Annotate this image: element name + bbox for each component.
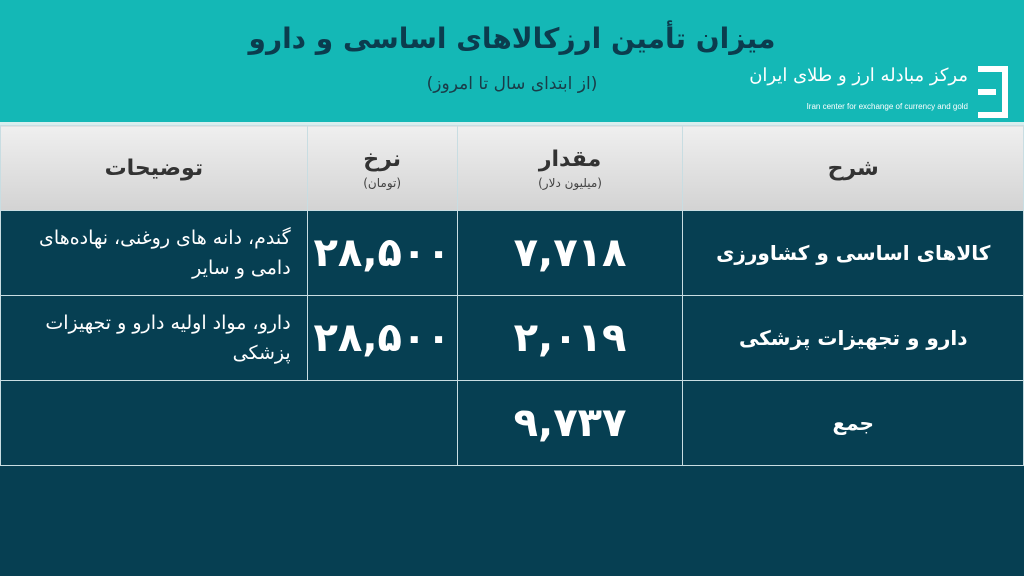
logo-mark-icon xyxy=(978,66,1008,118)
column-label: توضیحات xyxy=(104,155,204,181)
row-amount: ۲,۰۱۹ xyxy=(456,295,684,381)
row-label: کالاهای اساسی و کشاورزی xyxy=(682,210,1024,296)
header-banner: میزان تأمین ارزکالاهای اساسی و دارو (از … xyxy=(0,0,1024,122)
row-notes: گندم، دانه های روغنی، نهاده‌های دامی و س… xyxy=(0,210,308,296)
column-header-description: شرح xyxy=(682,125,1024,211)
row-label: دارو و تجهیزات پزشکی xyxy=(682,295,1024,381)
column-label: نرخ xyxy=(363,146,402,172)
logo: مرکز مبادله ارز و طلای ایران Iran center… xyxy=(700,62,1016,120)
table-header-row: شرح مقدار (میلیون دلار) نرخ (تومان) توضیحا… xyxy=(0,125,1024,211)
table-row: دارو و تجهیزات پزشکی ۲,۰۱۹ ۲۸,۵۰۰ دارو، … xyxy=(0,295,1024,381)
column-header-notes: توضیحات xyxy=(0,125,308,211)
page-subtitle: (از ابتدای سال تا امروز) xyxy=(426,74,598,94)
column-unit: (میلیون دلار) xyxy=(538,175,602,190)
row-rate: ۲۸,۵۰۰ xyxy=(306,210,458,296)
row-amount: ۷,۷۱۸ xyxy=(456,210,684,296)
logo-english-text: Iran center for exchange of currency and… xyxy=(806,102,968,111)
divider xyxy=(0,122,1024,125)
column-label: شرح xyxy=(827,155,879,181)
column-label: مقدار xyxy=(538,146,602,172)
total-empty-cell xyxy=(0,380,458,466)
logo-arabic-text: مرکز مبادله ارز و طلای ایران xyxy=(749,65,968,86)
row-rate: ۲۸,۵۰۰ xyxy=(306,295,458,381)
total-label: جمع xyxy=(682,380,1024,466)
total-row: جمع ۹,۷۳۷ xyxy=(0,380,1024,466)
total-amount: ۹,۷۳۷ xyxy=(456,380,684,466)
row-notes: دارو، مواد اولیه دارو و تجهیزات پزشکی xyxy=(0,295,308,381)
table-row: کالاهای اساسی و کشاورزی ۷,۷۱۸ ۲۸,۵۰۰ گند… xyxy=(0,210,1024,296)
data-table: شرح مقدار (میلیون دلار) نرخ (تومان) توضیحا… xyxy=(0,125,1024,466)
column-header-amount: مقدار (میلیون دلار) xyxy=(456,125,684,211)
page-title: میزان تأمین ارزکالاهای اساسی و دارو xyxy=(248,22,776,55)
column-unit: (تومان) xyxy=(363,175,402,190)
column-header-rate: نرخ (تومان) xyxy=(306,125,458,211)
